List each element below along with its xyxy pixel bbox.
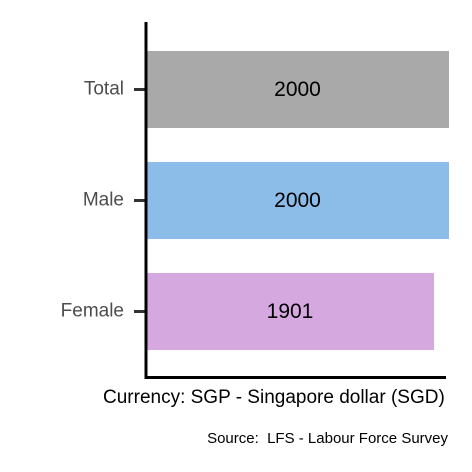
bar [146, 162, 449, 239]
y-tick-label: Male [83, 190, 124, 211]
value-label: 2000 [274, 78, 321, 101]
y-tick-label: Female [61, 301, 124, 322]
value-label: 1901 [267, 300, 314, 323]
y-tick-label: Total [84, 79, 124, 100]
bar [146, 273, 435, 350]
bar [146, 51, 449, 128]
value-label: 2000 [274, 189, 321, 212]
caption: Source: LFS - Labour Force Survey [207, 430, 448, 447]
x-axis-label: Currency: SGP - Singapore dollar (SGD) [103, 387, 445, 408]
